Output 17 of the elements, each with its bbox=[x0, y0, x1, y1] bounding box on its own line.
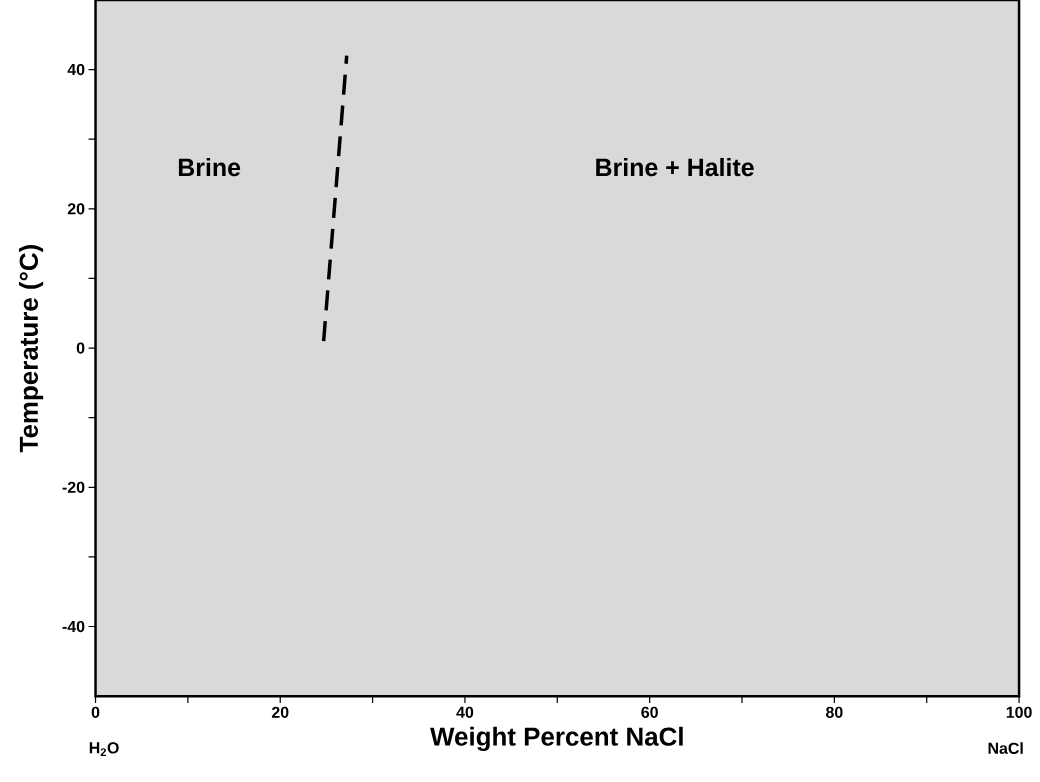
text: H$_{2}$O bbox=[89, 742, 119, 756]
x-tick-label: 60 bbox=[641, 706, 658, 718]
y-tick-label: 20 bbox=[67, 203, 85, 215]
text: NaCl bbox=[988, 742, 1023, 754]
x-axis-title: Weight Percent NaCl bbox=[430, 726, 683, 752]
x-tick-label: 100 bbox=[1006, 706, 1032, 718]
x-tick-label: 20 bbox=[271, 706, 289, 718]
annotation: Brine + Halite bbox=[596, 157, 754, 177]
annotation: Brine bbox=[178, 157, 241, 177]
x-tick-label: 40 bbox=[456, 706, 474, 718]
y-tick-label: -20 bbox=[62, 481, 85, 493]
y-axis-title: Temperature (°C) bbox=[18, 245, 44, 453]
x-tick-label: 0 bbox=[91, 706, 100, 718]
y-tick-label: -40 bbox=[62, 620, 85, 633]
y-tick-label: 0 bbox=[76, 342, 85, 354]
y-tick-label: 40 bbox=[67, 64, 85, 76]
x-tick-label: 80 bbox=[825, 706, 843, 718]
